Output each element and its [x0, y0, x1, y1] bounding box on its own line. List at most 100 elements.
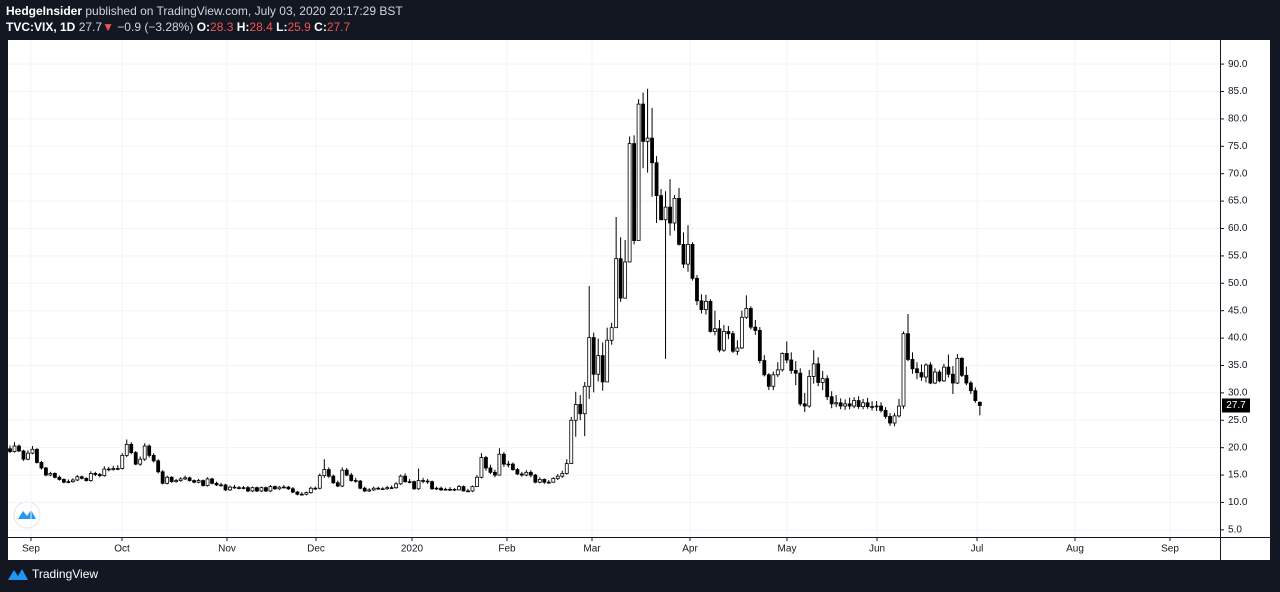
change: −0.9 (−3.28%) [117, 20, 194, 34]
candle-body [376, 487, 381, 490]
candle-body [802, 403, 807, 407]
candle-body [852, 400, 857, 407]
candle-body [605, 339, 610, 383]
y-tick-label: 50.0 [1228, 278, 1248, 289]
candle-body [416, 480, 421, 490]
candle-body [317, 475, 322, 489]
y-tick-label: 35.0 [1228, 360, 1248, 371]
y-tick-label: 15.0 [1228, 470, 1248, 481]
candle-body [160, 471, 165, 484]
candle-body [874, 405, 879, 408]
candle-body [510, 463, 515, 471]
y-tick-label: 80.0 [1228, 114, 1248, 125]
candle-body [829, 396, 834, 405]
candle-body [811, 363, 816, 377]
candle-body [798, 372, 803, 405]
chart-logo [13, 501, 41, 529]
candle-body [614, 258, 619, 329]
header: HedgeInsider published on TradingView.co… [6, 3, 403, 35]
candle-body [156, 460, 161, 473]
candle-body [425, 480, 430, 483]
candle-body [892, 415, 897, 424]
candle-body [174, 480, 179, 483]
candle-body [870, 406, 874, 408]
candle-body [726, 331, 731, 335]
candle-body [335, 482, 340, 487]
candle-body [493, 471, 497, 476]
candle-body [8, 448, 12, 452]
candle-body [250, 487, 255, 492]
x-tick-label: 2020 [401, 544, 424, 555]
candle-body [937, 371, 942, 382]
candle-body [959, 357, 964, 376]
candle-body [183, 477, 188, 480]
candle-body [165, 476, 170, 484]
x-tick-label: Sep [1161, 544, 1179, 555]
last-price-box [1222, 398, 1250, 413]
candle-body [650, 137, 654, 164]
candle-body [70, 479, 75, 483]
candle-body [627, 143, 632, 263]
candle-body [448, 488, 452, 491]
candle-body [739, 316, 744, 349]
candle-body [730, 333, 735, 352]
candle-body [766, 374, 771, 387]
candle-body [780, 353, 785, 371]
candle-body [115, 468, 120, 470]
footer: TradingView [8, 567, 98, 581]
candle-body [380, 488, 385, 490]
candle-body [344, 469, 349, 476]
candle-body [322, 469, 327, 477]
candle-body [286, 486, 291, 490]
candle-body [281, 486, 286, 489]
candle-body [910, 359, 915, 370]
candle-body [632, 143, 637, 241]
candle-body [915, 368, 919, 374]
candle-body [308, 487, 313, 494]
open-value: 28.3 [210, 20, 234, 34]
candle-body [946, 366, 951, 375]
candle-body [497, 453, 502, 476]
header-line-2: TVC:VIX, 1D 27.7▼ −0.9 (−3.28%) O:28.3 H… [6, 19, 403, 35]
candle-body [385, 487, 390, 490]
candle-body [713, 328, 717, 332]
y-tick-label: 30.0 [1228, 388, 1248, 399]
candle-body [39, 462, 44, 469]
candle-body [407, 481, 412, 483]
candle-body [106, 468, 111, 471]
candle-body [219, 484, 223, 487]
candle-body [672, 197, 677, 224]
candle-body [12, 445, 17, 452]
candle-body [560, 473, 565, 477]
candle-body [587, 337, 592, 387]
publisher: HedgeInsider [6, 4, 83, 18]
candle-body [924, 364, 928, 378]
candle-body [295, 491, 300, 495]
candle-body [394, 483, 399, 489]
candle-body [93, 473, 98, 475]
brand: TradingView [32, 567, 99, 581]
candle-body [533, 474, 538, 483]
y-tick-label: 5.0 [1228, 525, 1242, 536]
candle-body [591, 337, 596, 375]
header-line-1: HedgeInsider published on TradingView.co… [6, 3, 403, 19]
candle-body [722, 331, 726, 351]
x-tick-label: Oct [114, 544, 130, 555]
candle-body [57, 476, 62, 480]
symbol: TVC:VIX, 1D [6, 20, 76, 34]
candle-body [367, 489, 372, 492]
candle-body [48, 473, 53, 476]
candle-body [313, 487, 318, 490]
candle-body [210, 478, 214, 484]
candle-body [484, 457, 488, 469]
candle-body [44, 467, 48, 476]
candle-body [578, 403, 583, 415]
y-tick-label: 85.0 [1228, 86, 1248, 97]
candle-body [888, 416, 892, 424]
candle-body [124, 443, 129, 456]
x-tick-label: Nov [218, 544, 236, 555]
y-tick-label: 10.0 [1228, 497, 1248, 508]
candle-body [600, 355, 605, 383]
candle-body [793, 370, 798, 374]
candle-body [847, 403, 852, 407]
